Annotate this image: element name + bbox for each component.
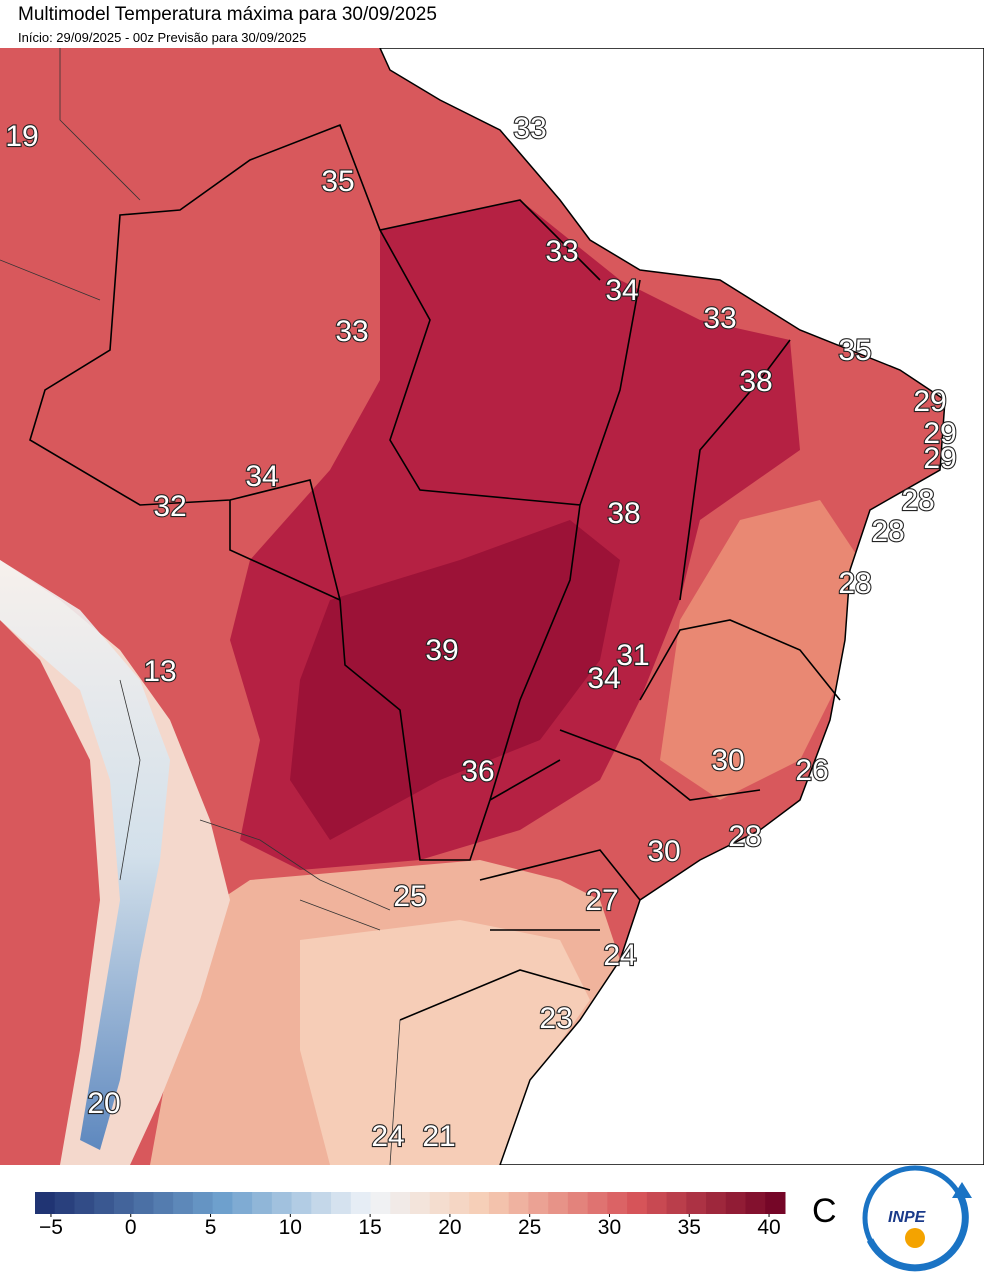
colorbar-step	[706, 1192, 727, 1214]
colorbar-step	[192, 1192, 214, 1214]
map-subtitle: Início: 29/09/2025 - 00z Previsão para 3…	[18, 30, 307, 45]
colorbar-tick-label: 40	[757, 1216, 780, 1239]
colorbar-step	[587, 1192, 608, 1214]
map-field	[0, 48, 984, 1165]
colorbar-step	[488, 1192, 510, 1214]
temperature-label: 36	[461, 755, 494, 788]
colorbar-step	[765, 1192, 786, 1214]
colorbar-step	[133, 1192, 154, 1214]
temperature-label: 29	[913, 385, 946, 418]
temperature-label: 38	[739, 365, 772, 398]
colorbar-tick-label: 30	[598, 1216, 621, 1239]
colorbar-step	[390, 1192, 411, 1214]
temperature-label: 30	[647, 835, 680, 868]
temperature-label: 34	[605, 274, 638, 307]
temperature-label: 35	[321, 165, 354, 198]
temperature-label: 33	[545, 235, 578, 268]
colorbar-step	[646, 1192, 668, 1214]
colorbar-step	[271, 1192, 293, 1214]
colorbar-step	[410, 1192, 431, 1214]
colorbar-step	[528, 1192, 549, 1214]
temperature-label: 33	[335, 315, 368, 348]
temperature-label: 28	[871, 515, 904, 548]
temperature-label: 33	[703, 302, 736, 335]
colorbar-step	[666, 1192, 687, 1214]
colorbar-step	[212, 1192, 233, 1214]
temperature-label: 13	[143, 655, 176, 688]
colorbar-step	[232, 1192, 253, 1214]
temperature-label: 34	[587, 662, 620, 695]
temperature-label: 28	[838, 567, 871, 600]
colorbar-step	[35, 1192, 56, 1214]
temperature-label: 24	[603, 939, 636, 972]
colorbar-tick-label: 15	[358, 1216, 381, 1239]
colorbar-step	[548, 1192, 569, 1214]
temperature-label: 29	[923, 417, 956, 450]
colorbar-step	[370, 1192, 391, 1214]
colorbar-step	[627, 1192, 648, 1214]
colorbar-step	[350, 1192, 372, 1214]
temperature-label: 28	[901, 484, 934, 517]
temperature-label: 39	[425, 634, 458, 667]
colorbar-step	[113, 1192, 135, 1214]
colorbar-tick-label: 20	[438, 1216, 461, 1239]
colorbar-step	[74, 1192, 95, 1214]
temperature-label: 29	[923, 442, 956, 475]
colorbar-step	[567, 1192, 589, 1214]
temperature-label: 21	[422, 1120, 455, 1153]
temperature-label: 24	[371, 1120, 404, 1153]
colorbar-step	[745, 1192, 766, 1214]
temperature-label: 28	[728, 820, 761, 853]
colorbar-step	[94, 1192, 115, 1214]
logo-text: INPE	[888, 1209, 927, 1226]
colorbar-unit: C	[812, 1192, 837, 1230]
temperature-label: 32	[153, 490, 186, 523]
logo: INPE	[862, 1165, 972, 1272]
temperature-label: 34	[245, 460, 278, 493]
temperature-label: 23	[539, 1002, 572, 1035]
colorbar-step	[311, 1192, 332, 1214]
colorbar-step	[469, 1192, 490, 1214]
temperature-label: 35	[838, 334, 871, 367]
colorbar-tick-label: −5	[39, 1216, 63, 1239]
temperature-label: 27	[585, 884, 618, 917]
colorbar-tick-label: 5	[205, 1216, 217, 1239]
temperature-label: 38	[607, 497, 640, 530]
colorbar-step	[429, 1192, 450, 1214]
colorbar-tick-label: 10	[279, 1216, 302, 1239]
temperature-label: 25	[393, 880, 426, 913]
colorbar-tick-label: 35	[678, 1216, 701, 1239]
colorbar-step	[252, 1192, 273, 1214]
colorbar-tick-label: 0	[125, 1216, 137, 1239]
colorbar-step	[725, 1192, 747, 1214]
colorbar-step	[607, 1192, 628, 1214]
temperature-label: 33	[513, 112, 546, 145]
colorbar-step	[173, 1192, 194, 1214]
temperature-label: 26	[795, 754, 828, 787]
colorbar-step	[291, 1192, 312, 1214]
colorbar-step	[153, 1192, 174, 1214]
colorbar-step	[54, 1192, 75, 1214]
temperature-label: 20	[87, 1087, 120, 1120]
temperature-label: 31	[616, 639, 649, 672]
map-title: Multimodel Temperatura máxima para 30/09…	[18, 4, 437, 25]
colorbar-tick-label: 25	[518, 1216, 541, 1239]
temperature-label: 19	[5, 120, 38, 153]
temperature-label: 30	[711, 744, 744, 777]
colorbar-step	[508, 1192, 529, 1214]
colorbar-step	[449, 1192, 470, 1214]
colorbar-step	[686, 1192, 707, 1214]
colorbar-step	[331, 1192, 352, 1214]
